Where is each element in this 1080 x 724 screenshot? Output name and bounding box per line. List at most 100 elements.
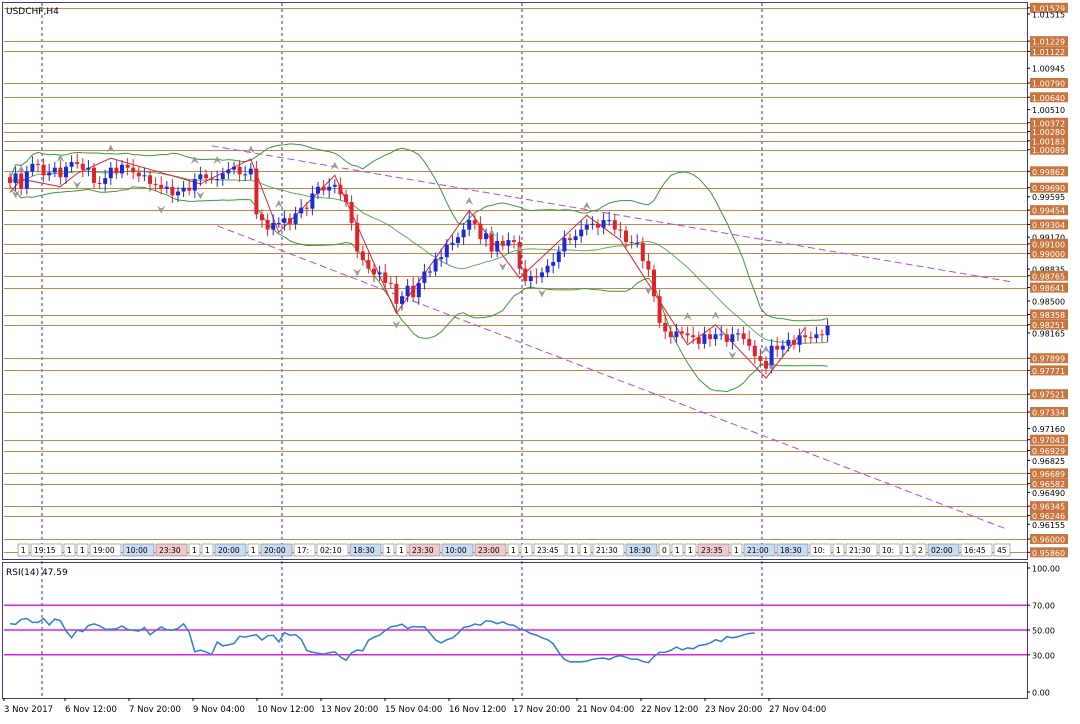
fractal-up-icon [762,345,770,354]
candle [528,270,533,289]
candle-body [640,242,645,262]
time-label-box [533,543,566,557]
fractal-up-icon [487,228,496,237]
time-label-box [349,543,382,557]
time-axis: 3 Nov 2017 6 Nov 12:00 7 Nov 20:00 9 Nov 04… [3,698,826,715]
candle-body [338,184,343,195]
candle-body [680,331,684,334]
time-label-box [592,543,625,557]
price-level-label-bg [1030,219,1068,230]
price-level-label: 0.96246 [1032,512,1065,521]
price-level-label: 0.96929 [1032,447,1065,456]
candle [41,158,46,182]
candle-body [769,345,774,369]
rsi-tick-label: 100.00 [1032,565,1060,574]
price-tick-label: 1.00510 [1032,106,1065,115]
candle [114,160,119,180]
band-upper [9,143,828,322]
time-label-box [293,543,316,557]
candle [400,291,404,311]
candle [573,229,578,248]
price-tick-label: 0.97160 [1032,425,1065,434]
candle-body [142,175,147,177]
fractal-up-icon [683,312,692,321]
candle [232,161,236,175]
price-level-label: 1.01122 [1032,48,1065,57]
price-tick-label: 0.99595 [1032,193,1065,202]
time-label-box [914,543,927,557]
candle-body [730,334,735,342]
candle [523,260,528,286]
candle [646,253,651,277]
candle [719,325,724,341]
time-tick-label: 10 Nov 12:00 [257,705,314,715]
candle [36,159,40,173]
candle-body [30,163,35,172]
candle [220,167,225,186]
fractal-down-icon [157,205,166,214]
time-label-text: 1 [21,546,26,555]
price-level-label: 0.98641 [1032,284,1065,293]
price-tick-label: 0.96490 [1032,489,1065,498]
candle-body [248,168,253,175]
time-label-box [441,543,474,557]
time-label-box [684,543,697,557]
time-tick-label: 6 Nov 12:00 [65,705,117,715]
candle [736,328,740,341]
candle [601,213,606,235]
time-label-box [17,543,30,557]
time-label-text: 10: [813,546,825,555]
rsi-tick-label: 70.00 [1032,602,1055,611]
candle [80,158,85,178]
price-level-label: 1.00640 [1032,94,1065,103]
candle-body [254,168,259,215]
time-label-text: 1 [570,546,575,555]
candle-body [64,166,68,178]
candle-body [321,186,326,191]
price-level-label: 1.00790 [1032,79,1065,88]
candle-body [461,229,466,238]
price-level-label-bg [1030,282,1068,293]
price-level-label: 0.96582 [1032,480,1065,489]
time-label-text: 1 [688,546,693,555]
time-tick-label: 9 Nov 04:00 [193,705,245,715]
candle [696,331,701,350]
fractal-up-icon [190,156,199,165]
candle-body [293,213,298,224]
fractal-down-icon [728,351,737,360]
candle-body [131,167,136,173]
candle-body [86,167,91,170]
candle-body [579,229,584,237]
candle [108,161,113,185]
candle [153,177,158,192]
time-label-box [260,543,293,557]
time-label-text: 23:35 [701,546,723,555]
candle-body [422,271,427,283]
candle [612,214,617,235]
price-level-label-bg [1030,510,1068,521]
candle [825,319,830,342]
candle-body [775,345,780,350]
candle-body [713,334,718,340]
trend-channel [211,145,1013,530]
candle-body [433,259,438,272]
candle-body [405,285,410,297]
price-level-label: 0.99862 [1032,168,1065,177]
rsi-tick-label: 30.00 [1032,651,1055,660]
time-label-text: 10:00 [126,546,148,555]
channel-lower-line [217,225,1006,530]
price-level-label: 0.98765 [1032,272,1065,281]
candle [271,214,276,236]
candle-body [181,187,186,192]
candle-body [786,340,791,346]
candle-body [204,174,208,179]
price-level-label-bg [1030,547,1068,558]
time-label-box [507,543,520,557]
candle-body [120,164,124,174]
candle-body [92,167,96,183]
fractal-up-icon [56,154,65,163]
time-label-text: 23:30 [159,546,181,555]
fractal-up-icon [17,165,26,174]
candle-body [764,360,768,369]
time-label-text: 1 [734,546,739,555]
